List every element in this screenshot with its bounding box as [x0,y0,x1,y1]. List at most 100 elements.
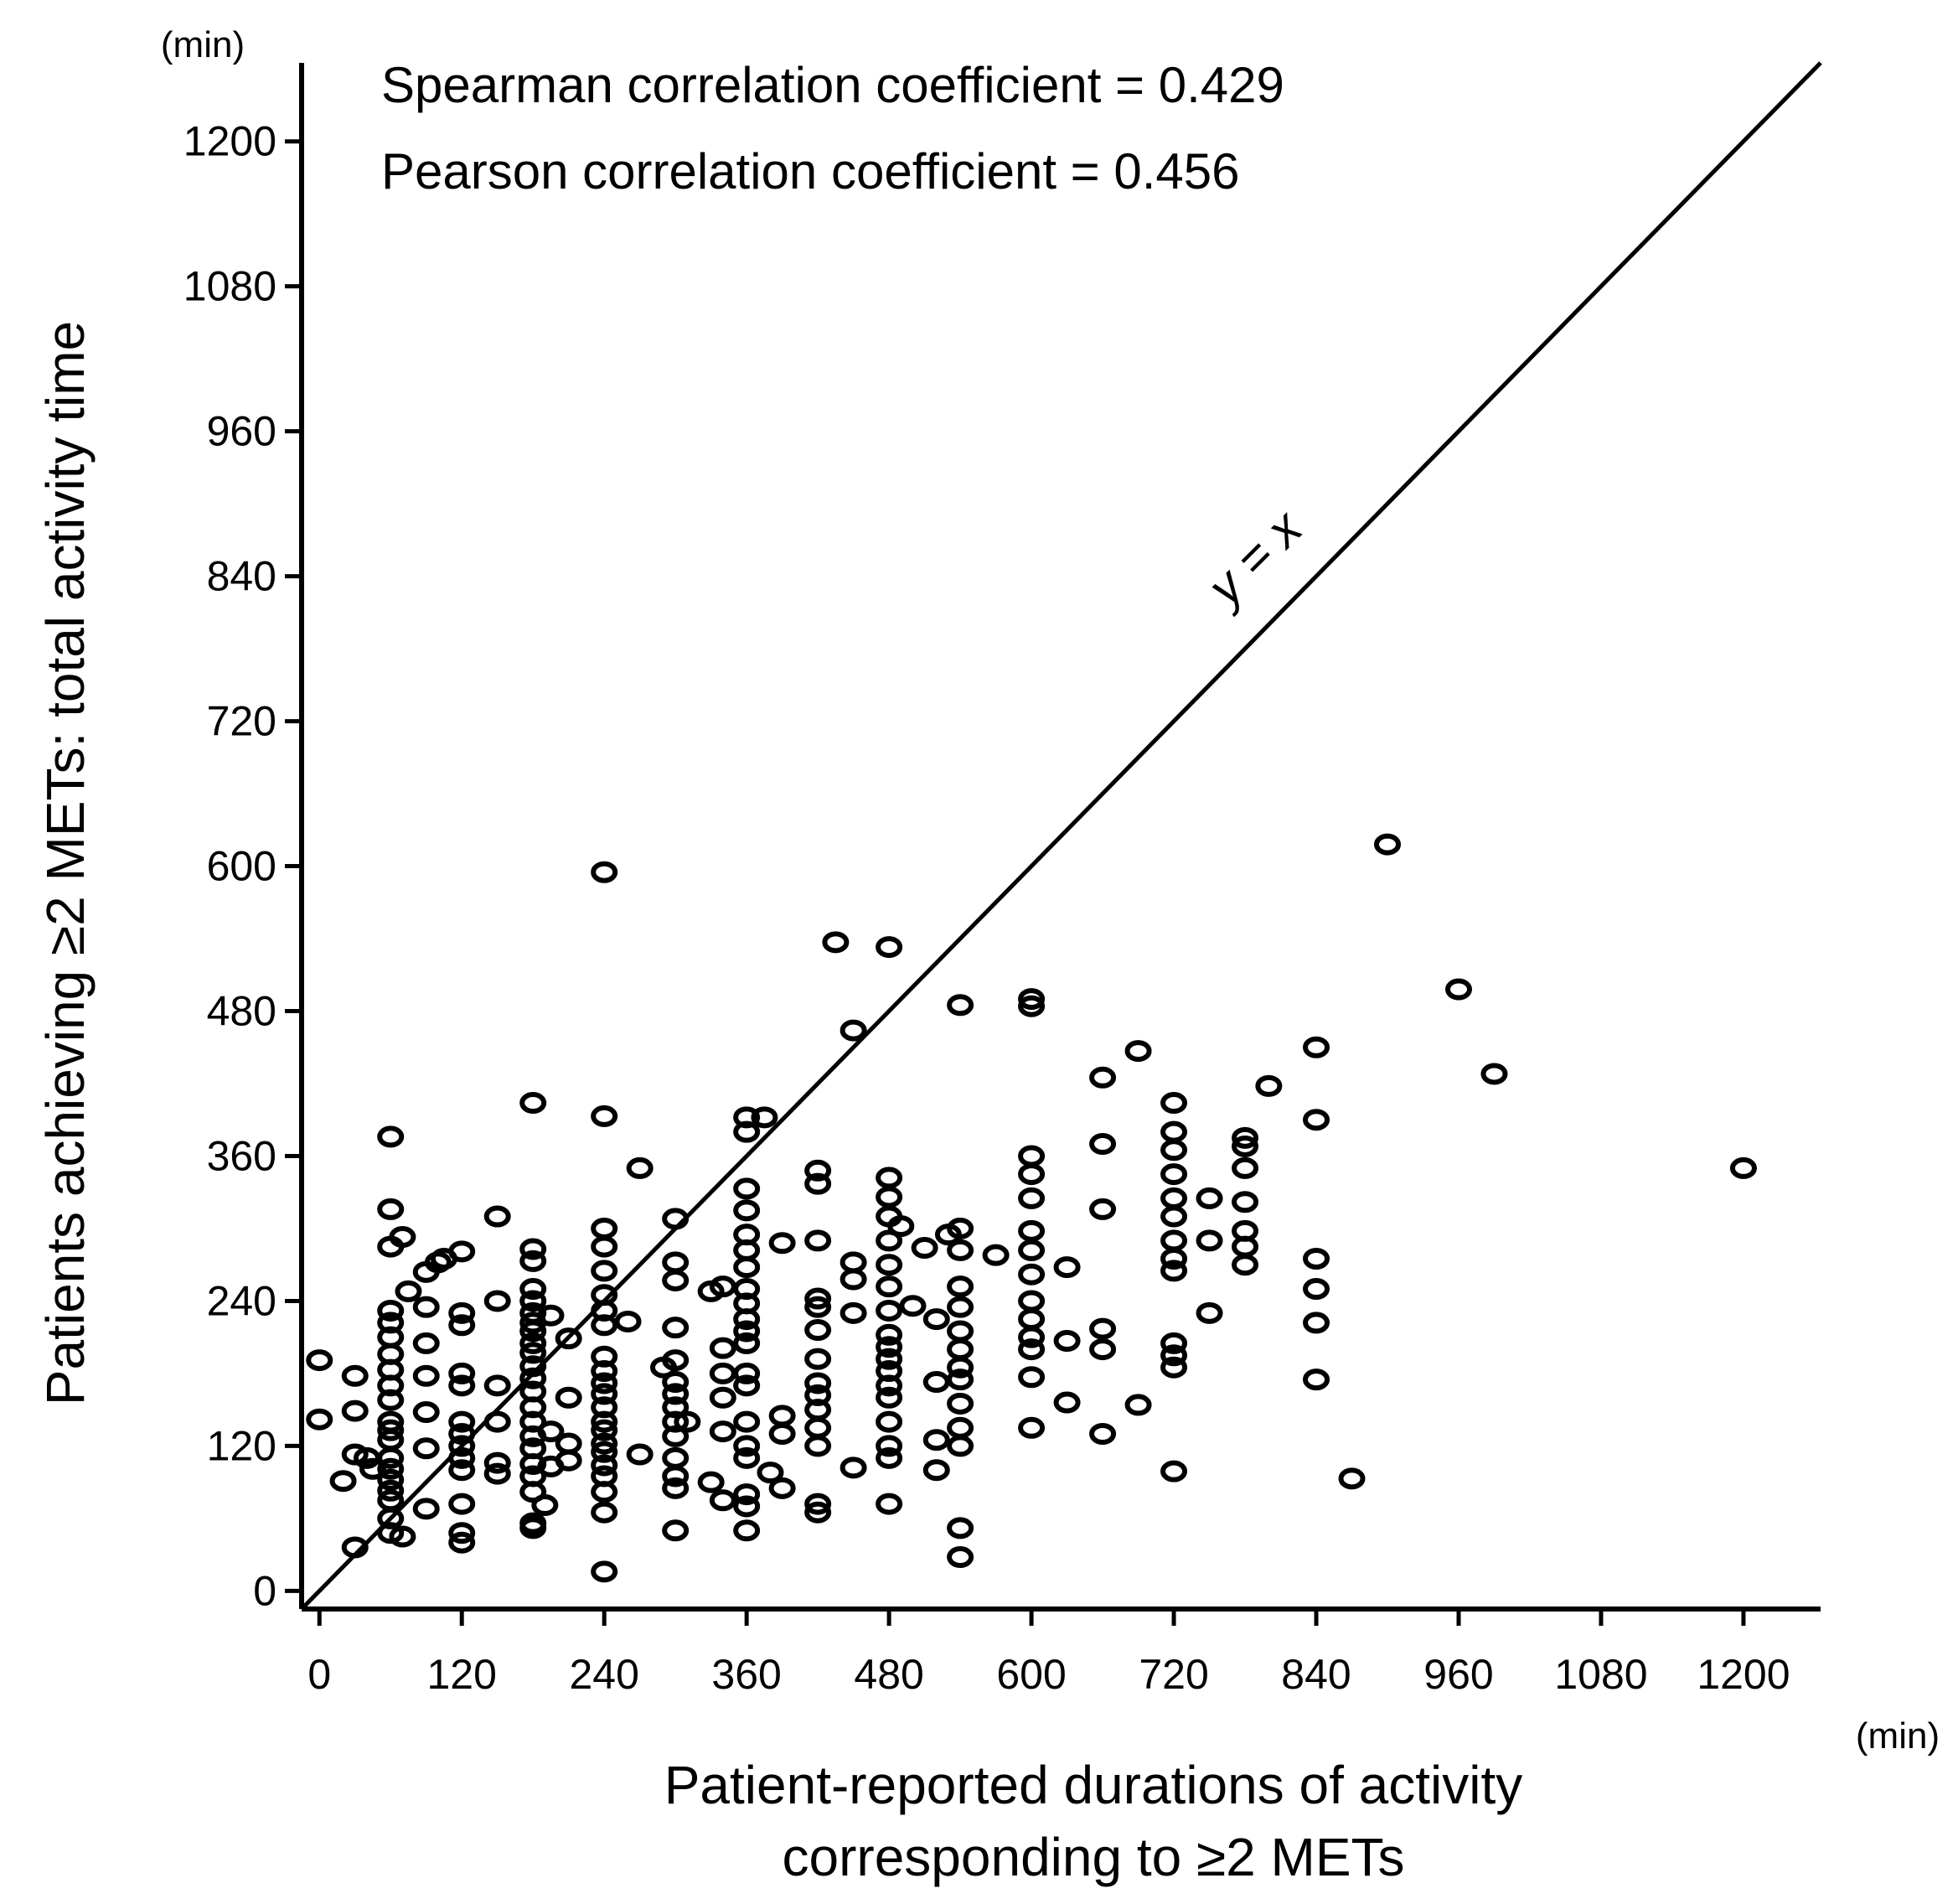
data-point [537,1420,565,1443]
y-tick-label: 240 [207,1277,276,1324]
data-point [377,1468,405,1491]
data-point [662,1396,690,1419]
data-point [876,1386,903,1409]
data-point [876,1323,903,1346]
data-point [922,1429,950,1451]
data-point [947,994,974,1017]
data-point [1018,995,1046,1017]
data-point [531,1494,559,1517]
data-point [804,1296,832,1318]
data-point [395,1280,422,1302]
data-point [804,1384,832,1406]
data-point [733,1256,761,1279]
data-point [947,1546,974,1569]
data-point [483,1205,511,1228]
data-point [1160,1139,1188,1162]
data-point [519,1512,547,1534]
x-axis-title-line1: Patient-reported durations of activity [664,1755,1523,1815]
data-point [483,1462,511,1485]
data-point [733,1278,761,1301]
data-point [448,1410,476,1433]
data-point [1232,1135,1259,1157]
data-point [519,1092,547,1115]
data-point [709,1337,736,1359]
data-point [377,1457,405,1480]
data-point [733,1446,761,1469]
data-point [626,1443,654,1466]
data-point [377,1125,405,1148]
data-point [733,1332,761,1354]
data-point [947,1296,974,1318]
data-point [1303,1368,1330,1391]
data-point [947,1517,974,1539]
data-point [377,1489,405,1512]
data-point [804,1372,832,1394]
data-point [591,861,618,883]
data-point [1018,1366,1046,1389]
data-point [1018,1416,1046,1439]
y-axis-title: Patients achieving ≥2 METs: total activi… [35,321,96,1405]
data-point [662,1371,690,1394]
data-point [1160,1205,1188,1228]
data-point [733,1106,761,1129]
data-point [483,1374,511,1397]
data-point [519,1278,547,1301]
data-point [768,1232,796,1255]
data-point [341,1400,369,1422]
data-point [1053,1391,1081,1414]
data-point [662,1251,690,1274]
data-point [1232,1156,1259,1179]
data-point [519,1250,547,1272]
data-point [1018,1308,1046,1331]
data-point [537,1304,565,1327]
data-point [626,1156,654,1179]
data-point [329,1470,357,1493]
data-point [1338,1467,1366,1490]
data-point [412,1437,440,1460]
reference-line-y-equals-x [300,61,1822,1611]
data-point [412,1498,440,1520]
data-point [1089,1338,1117,1361]
data-point [982,1244,1010,1266]
data-point [1018,1219,1046,1242]
data-point [674,1410,701,1433]
data-point [519,1437,547,1460]
data-point [876,936,903,959]
data-point [377,1479,405,1502]
x-axis-ticks: 0 120 240 360 480 600 720 840 960 1080 1200 [307,1609,1790,1698]
data-point [1232,1191,1259,1213]
data-point [1255,1074,1283,1097]
data-point [709,1420,736,1443]
data-point [876,1254,903,1276]
data-point [614,1310,642,1332]
x-axis-title-line2: corresponding to ≥2 METs [782,1827,1404,1887]
data-point [1480,1063,1508,1085]
data-point [1018,988,1046,1011]
data-point [591,1217,618,1239]
data-point [947,1435,974,1457]
data-point [591,1105,618,1127]
data-point [804,1172,832,1195]
data-point [922,1459,950,1482]
data-point [1160,1260,1188,1282]
data-point [1018,1290,1046,1312]
data-point [1232,1219,1259,1242]
y-tick-label: 600 [207,843,276,890]
data-point [876,1229,903,1252]
data-point [947,1416,974,1439]
data-point [448,1435,476,1457]
data-point [591,1235,618,1258]
data-point [448,1314,476,1337]
data-point [1089,1198,1117,1220]
data-point [733,1519,761,1542]
data-point [840,1301,867,1324]
data-point [662,1519,690,1542]
data-point [591,1260,618,1282]
data-point [662,1446,690,1469]
data-point [1160,1460,1188,1482]
data-point [733,1224,761,1246]
x-tick-label: 840 [1281,1651,1351,1698]
data-point [922,1308,950,1331]
x-tick-label: 1080 [1554,1651,1647,1698]
data-point [389,1525,416,1548]
